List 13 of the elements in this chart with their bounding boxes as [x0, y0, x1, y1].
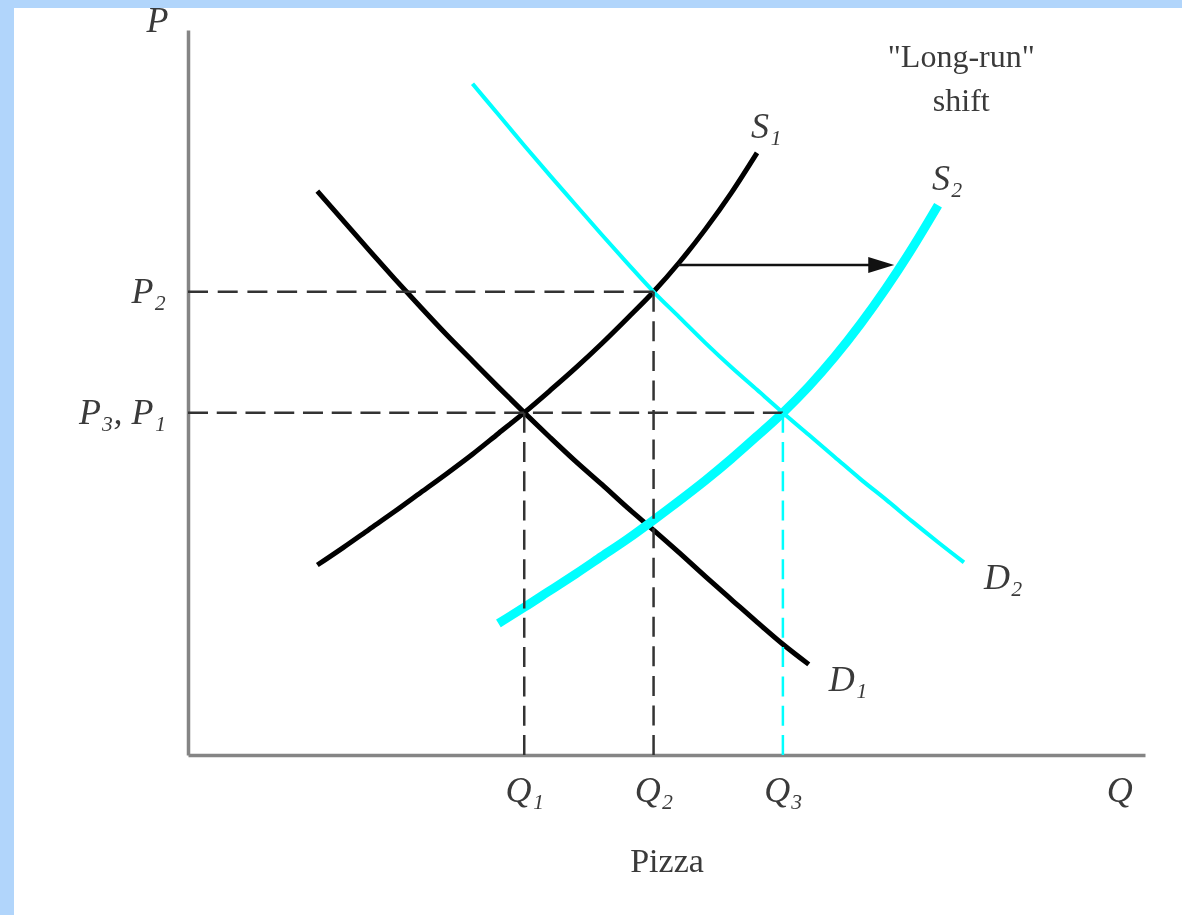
series-label: S₂	[932, 158, 963, 199]
y-axis-title: P	[145, 0, 169, 40]
series-label: S₁	[751, 105, 782, 146]
x-tick-label: Q₃	[764, 769, 803, 810]
x-axis-title: Pizza	[630, 841, 704, 879]
series-label: D₁	[827, 659, 868, 700]
x-tick-label: Q	[1106, 769, 1133, 810]
series-label: P₂	[130, 270, 166, 311]
series-label: D₂	[982, 557, 1023, 598]
series-label: P₃, P₁	[77, 391, 166, 432]
annotation: "Long-run" shift	[887, 38, 1035, 118]
x-tick-label: Q₁	[505, 769, 544, 810]
x-tick-label: Q₂	[634, 769, 674, 810]
